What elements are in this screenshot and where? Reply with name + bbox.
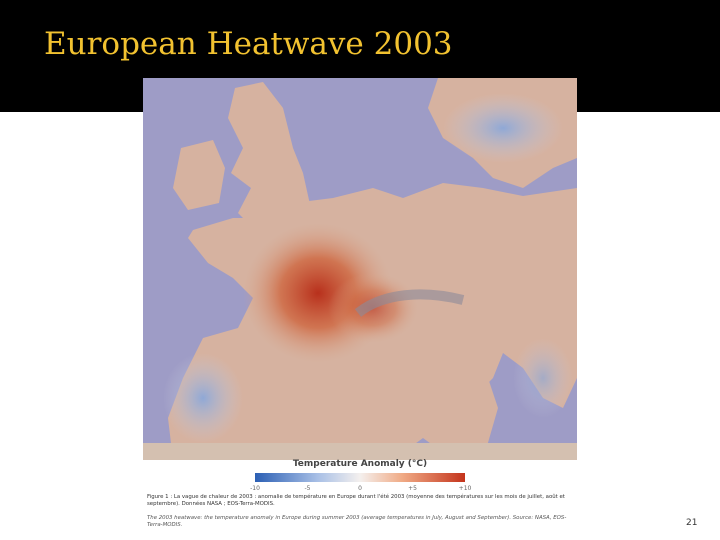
color-bar bbox=[255, 473, 465, 482]
cool-area bbox=[443, 93, 563, 163]
legend-tick: +10 bbox=[458, 485, 472, 492]
legend-tick: 0 bbox=[358, 485, 362, 492]
legend-tick: -10 bbox=[250, 485, 260, 492]
alps bbox=[354, 289, 465, 318]
figure: Temperature Anomaly (°C) -10 -5 0 +5 +10 Fig… bbox=[143, 78, 577, 533]
caption-fr: Figure 1 : La vague de chaleur de 2003 :… bbox=[147, 494, 565, 507]
map bbox=[143, 78, 577, 482]
africa-coast bbox=[143, 443, 577, 460]
cool-area bbox=[513, 338, 573, 418]
legend-tick: -5 bbox=[304, 485, 311, 492]
slide-title: European Heatwave 2003 bbox=[44, 26, 453, 62]
legend-title: Temperature Anomaly (°C) bbox=[292, 459, 428, 469]
cool-area bbox=[163, 353, 243, 443]
legend-tick: +5 bbox=[408, 485, 417, 492]
caption-en: The 2003 heatwave: the temperature anoma… bbox=[147, 515, 567, 528]
page-number: 21 bbox=[686, 518, 698, 528]
